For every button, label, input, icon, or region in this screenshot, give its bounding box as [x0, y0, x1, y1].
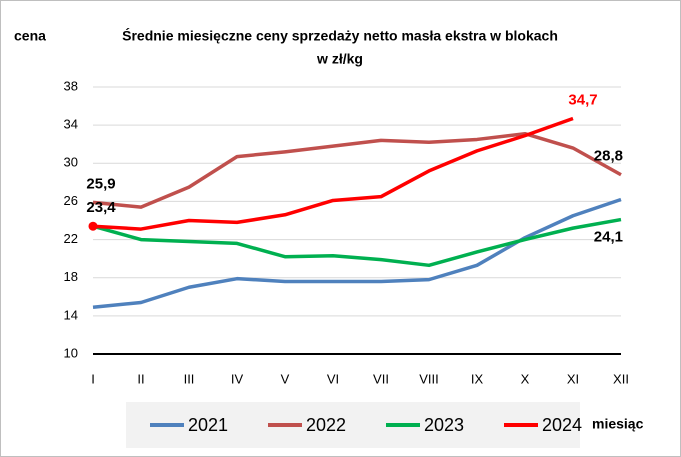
x-axis-label: miesiąc — [592, 416, 644, 432]
legend-label: 2021 — [188, 415, 228, 435]
series-line — [92, 197, 622, 310]
point-marker — [88, 221, 98, 231]
data-label: 25,9 — [86, 175, 115, 192]
y-tick-label: 30 — [64, 155, 78, 170]
y-tick-label: 38 — [64, 78, 78, 93]
legend-label: 2022 — [306, 415, 346, 435]
series-line — [92, 131, 622, 209]
data-label: 23,4 — [86, 199, 116, 216]
data-label: 24,1 — [594, 229, 623, 246]
y-tick-label: 18 — [64, 269, 78, 284]
x-tick-label: X — [521, 371, 530, 386]
y-tick-label: 22 — [64, 231, 78, 246]
data-label: 34,7 — [568, 91, 597, 108]
chart-title: w zł/kg — [316, 51, 363, 67]
y-tick-label: 14 — [64, 307, 78, 322]
x-tick-label: VI — [327, 371, 339, 386]
y-tick-label: 10 — [64, 345, 78, 360]
x-tick-label: IX — [471, 371, 484, 386]
x-tick-label: V — [281, 371, 290, 386]
x-tick-label: XI — [567, 371, 579, 386]
x-tick-label: IV — [231, 371, 244, 386]
data-label: 28,8 — [594, 148, 623, 165]
x-tick-label: VII — [373, 371, 389, 386]
series-line — [92, 217, 622, 268]
legend-label: 2024 — [542, 415, 582, 435]
y-tick-label: 34 — [64, 117, 78, 132]
x-tick-label: XII — [613, 371, 629, 386]
x-tick-label: II — [137, 371, 144, 386]
x-tick-label: I — [91, 371, 95, 386]
chart-title: Średnie miesięczne ceny sprzedaży netto … — [122, 27, 558, 44]
y-tick-label: 26 — [64, 193, 78, 208]
y-axis-label: cena — [14, 28, 46, 44]
x-tick-label: III — [184, 371, 195, 386]
x-tick-label: VIII — [419, 371, 439, 386]
series-line — [92, 116, 574, 231]
legend-label: 2023 — [424, 415, 464, 435]
